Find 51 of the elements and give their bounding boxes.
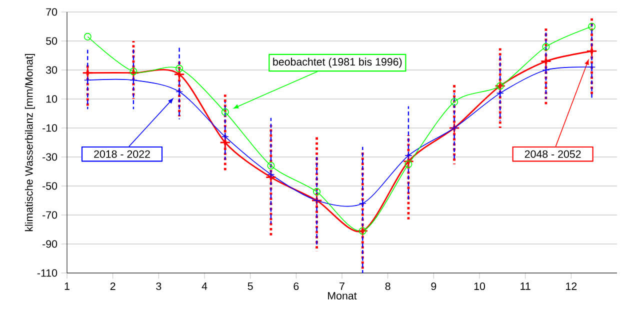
point xyxy=(404,160,412,168)
y-tick-label: -30 xyxy=(42,153,58,161)
y-tick-label: -90 xyxy=(42,240,58,248)
point xyxy=(221,108,229,116)
y-tick-label: 70 xyxy=(46,8,58,16)
x-tick-label: 10 xyxy=(474,282,486,290)
y-tick-label: -70 xyxy=(42,211,58,219)
y-tick-label: 10 xyxy=(46,95,58,103)
point xyxy=(84,32,92,40)
point xyxy=(313,188,321,196)
x-tick-label: 1 xyxy=(64,282,70,290)
x-tick-label: 4 xyxy=(202,282,208,290)
text: 2048 - 2052 xyxy=(524,150,581,158)
x-tick-label: 3 xyxy=(156,282,162,290)
x-tick-label: 8 xyxy=(385,282,390,290)
point xyxy=(265,172,276,183)
point xyxy=(540,56,552,67)
y-axis-title: klimatische Wasserbilanz [mm/Monat] xyxy=(24,54,35,232)
point xyxy=(130,68,138,76)
text: 2018 - 2022 xyxy=(94,150,150,158)
point xyxy=(450,98,458,106)
x-tick-label: 11 xyxy=(520,282,530,290)
y-tick-label: 30 xyxy=(46,66,58,74)
point xyxy=(358,200,366,208)
point xyxy=(220,136,231,148)
x-tick-label: 5 xyxy=(248,282,253,290)
point xyxy=(174,68,185,80)
x-tick-label: 7 xyxy=(340,282,344,290)
point xyxy=(176,88,184,96)
point xyxy=(588,63,596,71)
y-tick-label: -10 xyxy=(42,124,58,132)
point xyxy=(542,43,550,51)
y-tick-label: -50 xyxy=(42,182,58,190)
point xyxy=(586,46,598,57)
x-tick-label: 12 xyxy=(566,282,577,290)
point xyxy=(82,67,94,78)
x-axis-title: Monat xyxy=(328,292,357,300)
y-tick-label: 50 xyxy=(46,37,58,45)
point xyxy=(128,67,140,78)
point xyxy=(588,22,596,30)
point xyxy=(496,89,504,97)
y-tick-label: -110 xyxy=(37,269,58,277)
point xyxy=(402,156,414,167)
point xyxy=(221,132,229,140)
x-tick-label: 9 xyxy=(431,282,436,290)
point xyxy=(84,76,92,84)
text: beobachtet (1981 bis 1996) xyxy=(273,58,402,68)
point xyxy=(267,162,275,170)
point xyxy=(176,64,184,72)
x-tick-label: 2 xyxy=(110,282,116,290)
x-tick-label: 6 xyxy=(294,282,299,290)
